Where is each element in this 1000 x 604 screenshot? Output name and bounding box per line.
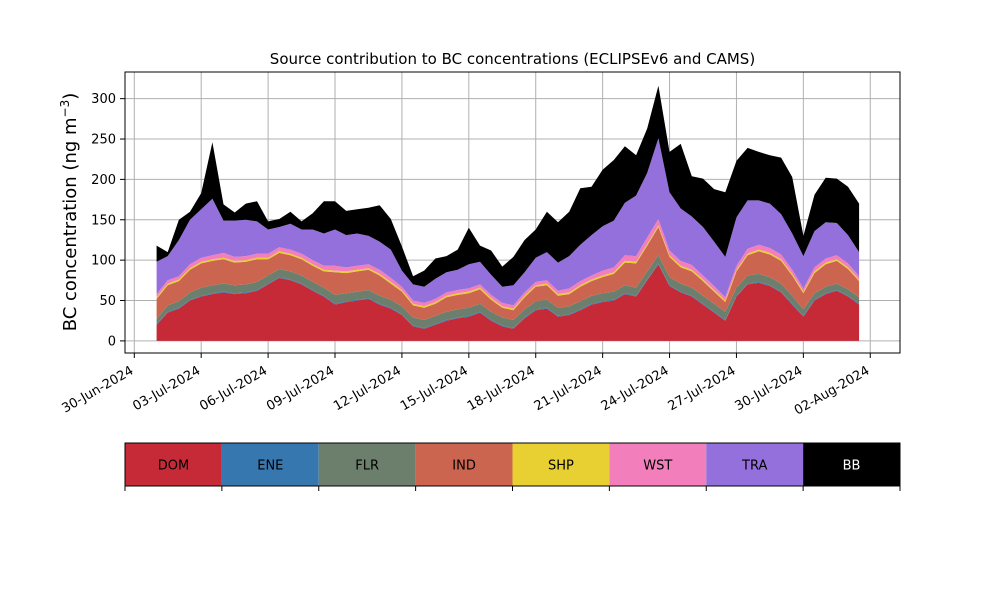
stacked-areas xyxy=(156,85,860,341)
x-tick-label: 06-Jul-2024 xyxy=(197,363,270,414)
legend-swatch-bb xyxy=(803,443,900,486)
x-tick-label: 03-Jul-2024 xyxy=(130,363,203,414)
y-tick-label: 150 xyxy=(91,213,116,228)
chart-title: Source contribution to BC concentrations… xyxy=(270,50,755,68)
legend-swatch-ind xyxy=(415,443,513,486)
y-tick-label: 250 xyxy=(91,133,116,148)
y-axis-label-exponent: −3 xyxy=(58,100,72,118)
legend-swatch-wst xyxy=(609,443,707,486)
x-tick-label: 30-Jun-2024 xyxy=(59,363,136,416)
y-tick-label: 50 xyxy=(99,294,116,309)
y-axis-label-main: BC concentration (ng m xyxy=(60,117,81,331)
area-series-tra xyxy=(156,138,860,306)
legend-swatch-ene xyxy=(221,443,319,486)
legend-label-tra: TRA xyxy=(741,459,767,474)
y-tick-label: 0 xyxy=(108,334,116,349)
x-tick-label: 02-Aug-2024 xyxy=(792,363,872,418)
legend-label-ind: IND xyxy=(452,459,476,474)
legend-swatch-flr xyxy=(318,443,416,486)
area-series-dom xyxy=(156,264,860,341)
plot-frame xyxy=(124,71,901,354)
legend-swatch-dom xyxy=(125,443,222,486)
legend-label-ene: ENE xyxy=(257,459,283,474)
area-series-ind xyxy=(156,227,860,320)
y-tick-label: 100 xyxy=(91,254,116,269)
x-tick-label: 15-Jul-2024 xyxy=(398,363,471,414)
x-tick-label: 09-Jul-2024 xyxy=(264,363,337,414)
y-axis-ticks: 0 50 100 150 200 250 300 xyxy=(91,92,125,349)
legend-label-bb: BB xyxy=(843,459,861,474)
legend-label-shp: SHP xyxy=(548,459,574,474)
x-tick-label: 21-Jul-2024 xyxy=(532,363,605,414)
legend-label-wst: WST xyxy=(643,459,672,474)
colorbar-legend: DOM ENE FLR IND SHP WST TRA BB xyxy=(124,442,901,491)
y-tick-label: 300 xyxy=(91,92,116,107)
legend-swatch-tra xyxy=(706,443,804,486)
legend-label-flr: FLR xyxy=(355,459,379,474)
y-tick-label: 200 xyxy=(91,173,116,188)
x-tick-label: 27-Jul-2024 xyxy=(666,363,739,414)
x-tick-label: 12-Jul-2024 xyxy=(331,363,404,414)
legend-swatch-shp xyxy=(512,443,610,486)
x-tick-label: 24-Jul-2024 xyxy=(599,363,672,414)
y-axis-label: BC concentration (ng m−3) xyxy=(58,93,81,332)
legend-label-dom: DOM xyxy=(158,459,189,474)
x-axis-ticks: 30-Jun-202403-Jul-202406-Jul-202409-Jul-… xyxy=(59,353,872,419)
y-axis-label-close: ) xyxy=(60,93,81,100)
x-tick-label: 18-Jul-2024 xyxy=(465,363,538,414)
